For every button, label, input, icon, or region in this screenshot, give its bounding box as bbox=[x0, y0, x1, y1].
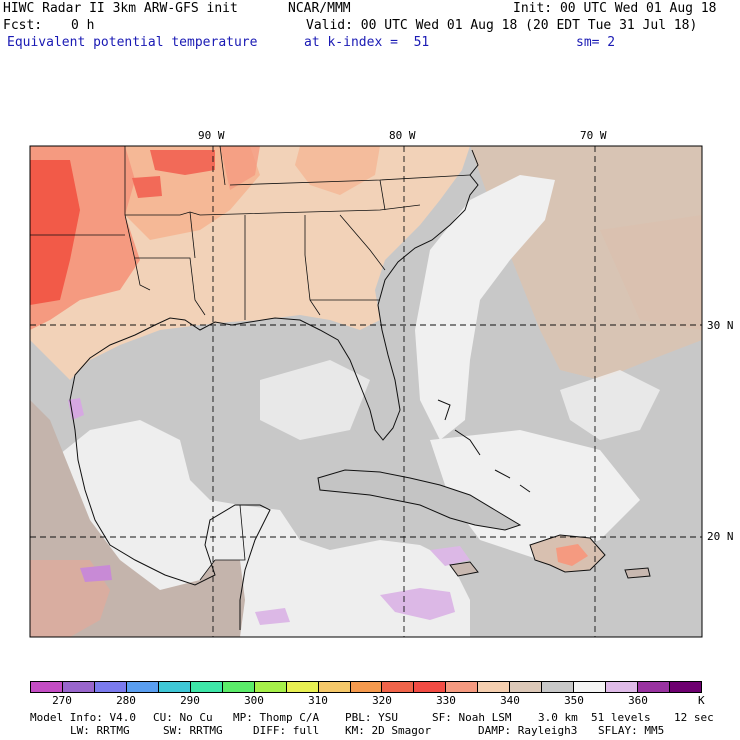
footer-cu: CU: No Cu bbox=[153, 711, 213, 724]
lat-label-30n: 30 N bbox=[707, 319, 734, 332]
footer-pbl: PBL: YSU bbox=[345, 711, 398, 724]
field-tan-east bbox=[600, 215, 702, 330]
lon-label-70w: 70 W bbox=[580, 129, 607, 142]
colorbar-swatch bbox=[318, 682, 351, 692]
org-label: NCAR/MMM bbox=[288, 1, 351, 16]
forecast-hour: 0 h bbox=[71, 18, 95, 33]
footer-mp: MP: Thomp C/A bbox=[233, 711, 320, 724]
colorbar-tick-label: 270 bbox=[52, 694, 72, 707]
colorbar-swatch bbox=[94, 682, 127, 692]
colorbar-swatch bbox=[574, 682, 607, 692]
island-cuba bbox=[317, 469, 522, 531]
field-white-atlantic bbox=[415, 175, 555, 440]
colorbar-swatch bbox=[350, 682, 383, 692]
colorbar-tick-label: 320 bbox=[372, 694, 392, 707]
colorbar-swatch bbox=[126, 682, 159, 692]
valid-time: Valid: 00 UTC Wed 01 Aug 18 (20 EDT Tue … bbox=[306, 18, 698, 33]
islands-bahamas bbox=[437, 399, 531, 493]
footer-levels: 51 levels bbox=[591, 711, 651, 724]
map-frame bbox=[29, 145, 703, 638]
colorbar-unit: K bbox=[698, 694, 705, 707]
field-warm-hispaniola bbox=[556, 544, 588, 566]
island-jamaica bbox=[449, 561, 479, 577]
field-purple-honduras bbox=[255, 608, 290, 625]
colorbar-swatch bbox=[286, 682, 319, 692]
field-warm-il bbox=[220, 146, 260, 190]
colorbar-swatch bbox=[222, 682, 255, 692]
field-purple-caribbean bbox=[380, 588, 455, 620]
colorbar-tick-label: 330 bbox=[436, 694, 456, 707]
colorbar-swatch bbox=[158, 682, 191, 692]
colorbar-swatch bbox=[62, 682, 95, 692]
footer-sw: SW: RRTMG bbox=[163, 724, 223, 737]
footer-sf: SF: Noah LSM bbox=[432, 711, 512, 724]
political-borders bbox=[30, 146, 471, 581]
colorbar-tick-label: 290 bbox=[180, 694, 200, 707]
footer-lw: LW: RRTMG bbox=[70, 724, 130, 737]
colorbar-swatch bbox=[190, 682, 223, 692]
level-label: at k-index = 51 bbox=[304, 35, 430, 50]
footer-km: KM: 2D Smagor bbox=[345, 724, 432, 737]
colorbar-swatch bbox=[478, 682, 511, 692]
footer-sflay: SFLAY: MM5 bbox=[598, 724, 665, 737]
island-puerto-rico bbox=[624, 567, 651, 579]
init-time: Init: 00 UTC Wed 01 Aug 18 bbox=[513, 1, 717, 16]
footer-resolution: 3.0 km bbox=[538, 711, 578, 724]
colorbar-swatch bbox=[510, 682, 543, 692]
colorbar-tick-label: 310 bbox=[308, 694, 328, 707]
field-white-patch bbox=[560, 370, 660, 440]
field-hot-west bbox=[30, 160, 80, 305]
footer-diff: DIFF: full bbox=[253, 724, 320, 737]
colorbar-swatch bbox=[606, 682, 639, 692]
model-title: HIWC Radar II 3km ARW-GFS init bbox=[3, 1, 238, 16]
colorbar-tick-label: 280 bbox=[116, 694, 136, 707]
colorbar-tick-label: 360 bbox=[628, 694, 648, 707]
footer-damp: DAMP: Rayleigh3 bbox=[478, 724, 578, 737]
field-name: Equivalent potential temperature bbox=[7, 35, 258, 50]
colorbar-tick-label: 300 bbox=[244, 694, 264, 707]
footer-model-info: Model Info: V4.0 bbox=[30, 711, 136, 724]
field-hot-ok bbox=[132, 176, 162, 198]
colorbar-swatch bbox=[638, 682, 671, 692]
colorbar-swatch bbox=[382, 682, 415, 692]
lon-label-90w: 90 W bbox=[198, 129, 225, 142]
lon-label-80w: 80 W bbox=[389, 129, 416, 142]
colorbar-swatch bbox=[31, 682, 63, 692]
field-hot-north bbox=[150, 150, 215, 175]
lat-label-20n: 20 N bbox=[707, 530, 734, 543]
colorbar-swatch bbox=[414, 682, 447, 692]
coastline-us-mexico bbox=[69, 149, 479, 630]
colorbar-swatch bbox=[670, 682, 702, 692]
colorbar-tick-label: 350 bbox=[564, 694, 584, 707]
colorbar bbox=[30, 681, 702, 693]
forecast-label: Fcst: bbox=[3, 18, 43, 33]
colorbar-swatch bbox=[254, 682, 287, 692]
field-white-gulf-center bbox=[260, 360, 370, 440]
field-purple-mexico bbox=[80, 565, 112, 582]
field-warm-appalachia bbox=[295, 146, 380, 195]
colorbar-tick-label: 340 bbox=[500, 694, 520, 707]
colorbar-swatch bbox=[542, 682, 575, 692]
colorbar-swatch bbox=[446, 682, 479, 692]
field-white-caribbean bbox=[430, 430, 640, 560]
field-purple-haiti bbox=[430, 546, 470, 566]
latlon-grid bbox=[30, 146, 702, 637]
smoothing-label: sm= 2 bbox=[576, 35, 616, 50]
footer-timestep: 12 sec bbox=[674, 711, 714, 724]
